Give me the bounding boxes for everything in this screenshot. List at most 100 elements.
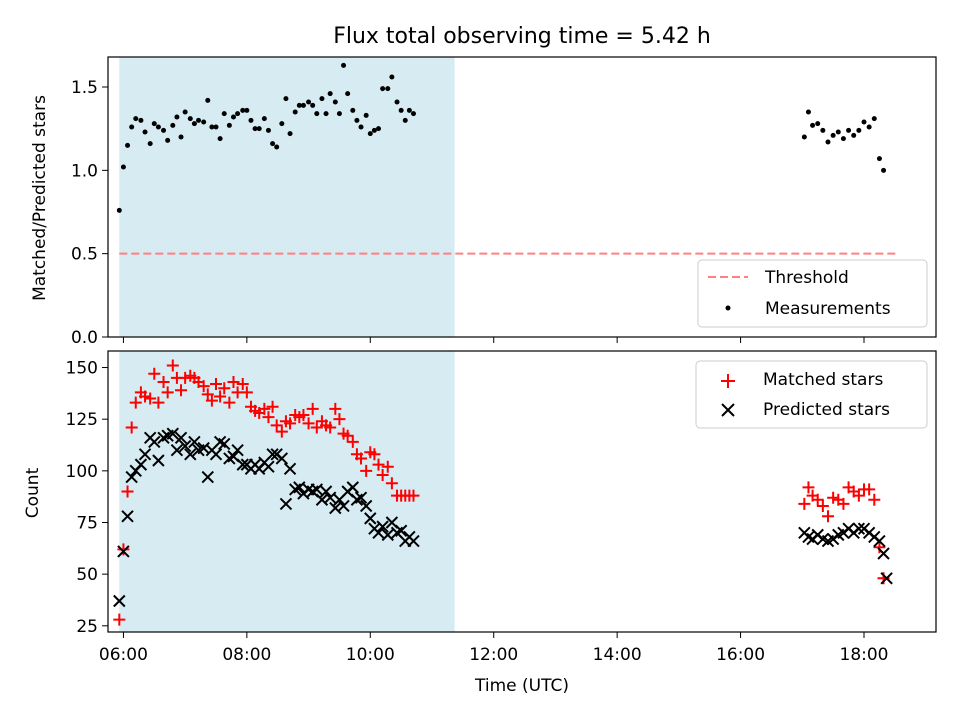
measurement-point (805, 109, 811, 115)
measurement-point (856, 127, 862, 133)
legend-threshold-label: Threshold (764, 268, 849, 288)
predicted-star-point (381, 528, 394, 542)
predicted-star-point (188, 435, 201, 449)
measurement-point (256, 126, 262, 132)
predicted-star-point (394, 524, 408, 537)
measurement-point (306, 99, 312, 105)
matched-star-point (816, 499, 829, 512)
matched-star-point (811, 493, 824, 506)
predicted-star-point (262, 460, 275, 473)
measurement-point (240, 107, 246, 113)
bottom-ylabel: Count (23, 467, 43, 518)
predicted-star-point (231, 443, 244, 457)
matched-star-point (284, 417, 297, 430)
measurement-point (336, 111, 342, 117)
measurement-point (840, 136, 846, 142)
predicted-star-point (174, 431, 188, 444)
measurement-point (230, 114, 236, 120)
matched-star-point (236, 378, 249, 391)
measurement-point (398, 107, 404, 113)
bottom-xlabel: Time (UTC) (474, 676, 569, 696)
matched-star-point (407, 489, 420, 502)
measurement-point (292, 109, 298, 115)
measurement-point (178, 134, 184, 140)
matched-star-point (240, 386, 253, 399)
matched-star-point (258, 402, 271, 415)
matched-star-point (227, 375, 240, 388)
matched-star-point (381, 460, 394, 473)
predicted-star-point (310, 483, 324, 496)
bottom-ytick-label: 125 (66, 410, 98, 430)
matched-star-point (262, 411, 275, 424)
bottom-xtick-label: 06:00 (99, 645, 148, 665)
bottom-xtick-label: 10:00 (346, 645, 395, 665)
measurement-point (205, 97, 211, 103)
bottom-ytick-label: 50 (76, 565, 98, 585)
predicted-star-point (121, 510, 134, 523)
predicted-star-point (201, 470, 214, 484)
matched-star-point (837, 497, 850, 510)
measurement-point (314, 111, 320, 117)
predicted-star-point (148, 435, 161, 449)
predicted-star-point (218, 437, 231, 451)
matched-star-point (355, 452, 368, 465)
bottom-xtick-label: 18:00 (840, 645, 889, 665)
legend-measurements-swatch (725, 305, 731, 311)
measurement-point (165, 137, 171, 143)
measurement-point (182, 109, 188, 115)
bottom-legend: Matched stars Predicted stars (695, 360, 928, 429)
top-ytick-label: 0.5 (71, 245, 98, 265)
measurement-point (319, 96, 325, 102)
matched-star-point (385, 477, 398, 490)
matched-star-point (113, 613, 126, 626)
measurement-point (354, 117, 360, 123)
measurement-point (820, 127, 826, 133)
measurement-point (876, 156, 882, 162)
measurement-point (147, 141, 153, 147)
measurement-point (367, 131, 373, 137)
matched-star-point (324, 421, 337, 434)
predicted-star-point (354, 491, 368, 504)
measurement-point (221, 111, 227, 117)
matched-star-point (329, 402, 342, 415)
measurement-point (389, 74, 395, 80)
measurement-point (801, 134, 807, 140)
bottom-xtick-label: 14:00 (593, 645, 642, 665)
bottom-ytick-label: 150 (66, 359, 98, 379)
matched-star-point (306, 402, 319, 415)
measurement-point (248, 117, 254, 123)
top-data-marks (116, 62, 899, 255)
matched-star-point (205, 394, 218, 407)
measurement-point (138, 117, 144, 123)
matched-star-point (360, 464, 373, 477)
predicted-star-point (236, 458, 249, 471)
matched-star-point (827, 491, 840, 504)
predicted-star-point (880, 572, 893, 585)
top-legend: Threshold Measurements (697, 259, 928, 328)
matched-star-point (201, 388, 214, 401)
measurement-point (371, 127, 377, 133)
bottom-legend-box (695, 360, 928, 429)
measurement-point (406, 107, 412, 113)
measurement-point (161, 127, 167, 133)
measurement-point (310, 102, 316, 108)
measurement-point (363, 112, 369, 118)
matched-star-point (148, 367, 161, 380)
matched-star-point (868, 493, 881, 506)
predicted-star-point (376, 520, 389, 533)
predicted-star-point (293, 481, 306, 494)
measurement-point (402, 117, 408, 123)
measurement-point (116, 207, 122, 213)
measurement-point (815, 121, 821, 127)
measurement-point (341, 62, 347, 68)
top-ylabel: Matched/Predicted stars (30, 95, 50, 301)
measurement-point (287, 131, 293, 137)
measurement-point (810, 122, 816, 128)
predicted-star-point (178, 439, 192, 453)
matched-star-point (822, 510, 834, 523)
measurement-point (261, 116, 267, 122)
predicted-star-point (125, 470, 138, 484)
legend-matched-swatch (721, 374, 735, 388)
matched-star-point (376, 468, 389, 481)
